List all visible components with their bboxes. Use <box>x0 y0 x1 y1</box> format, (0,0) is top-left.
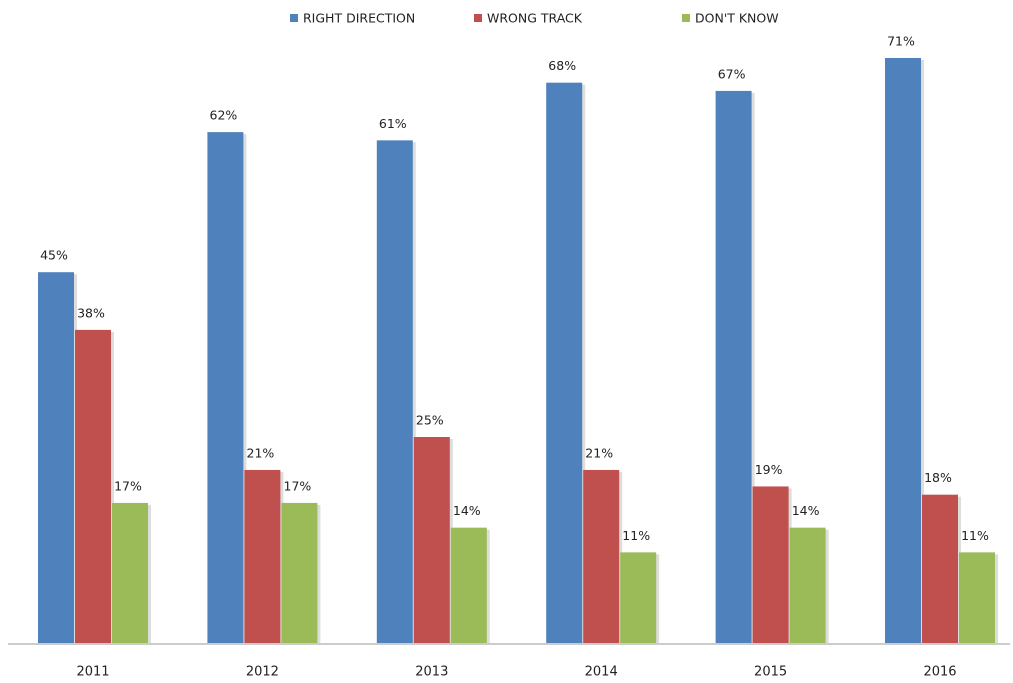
data-label: 21% <box>247 445 275 460</box>
bar <box>450 527 487 643</box>
bar <box>715 90 752 644</box>
data-label: 17% <box>114 478 142 493</box>
data-label: 11% <box>622 528 650 543</box>
legend-swatch <box>682 14 690 22</box>
data-label: 67% <box>718 66 746 81</box>
legend-label: RIGHT DIRECTION <box>303 11 415 26</box>
data-label: 17% <box>284 478 312 493</box>
data-label: 21% <box>585 445 613 460</box>
legend-swatch <box>474 14 482 22</box>
bar <box>789 527 826 643</box>
x-tick-label: 2011 <box>76 665 109 680</box>
x-tick-label: 2015 <box>754 665 787 680</box>
x-tick-label: 2016 <box>923 665 956 680</box>
bar <box>244 469 281 643</box>
bar <box>376 140 413 644</box>
data-label: 62% <box>210 108 238 123</box>
bar <box>413 437 450 643</box>
data-label: 45% <box>40 248 68 263</box>
data-label: 18% <box>924 470 952 485</box>
x-tick-label: 2014 <box>585 665 618 680</box>
bar <box>546 82 583 644</box>
data-label: 11% <box>961 528 989 543</box>
bar <box>885 57 921 643</box>
data-label: 14% <box>792 503 820 518</box>
bar <box>620 552 657 643</box>
bar <box>959 552 995 643</box>
bar <box>922 494 958 643</box>
data-label: 38% <box>77 305 105 320</box>
bar <box>112 502 148 643</box>
data-label: 14% <box>453 503 481 518</box>
legend-label: DON'T KNOW <box>695 11 779 26</box>
legend-label: WRONG TRACK <box>487 11 583 26</box>
x-tick-label: 2012 <box>246 665 279 680</box>
x-tick-label: 2013 <box>415 665 448 680</box>
data-label: 68% <box>548 58 576 73</box>
bar <box>38 272 74 643</box>
bar <box>281 502 318 643</box>
bar <box>583 469 620 643</box>
data-label: 71% <box>887 33 915 48</box>
data-label: 25% <box>416 413 444 428</box>
bar <box>207 132 244 643</box>
data-label: 19% <box>755 462 783 477</box>
legend-swatch <box>290 14 298 22</box>
bar <box>75 329 111 643</box>
data-label: 61% <box>379 116 407 131</box>
bar <box>752 486 789 643</box>
